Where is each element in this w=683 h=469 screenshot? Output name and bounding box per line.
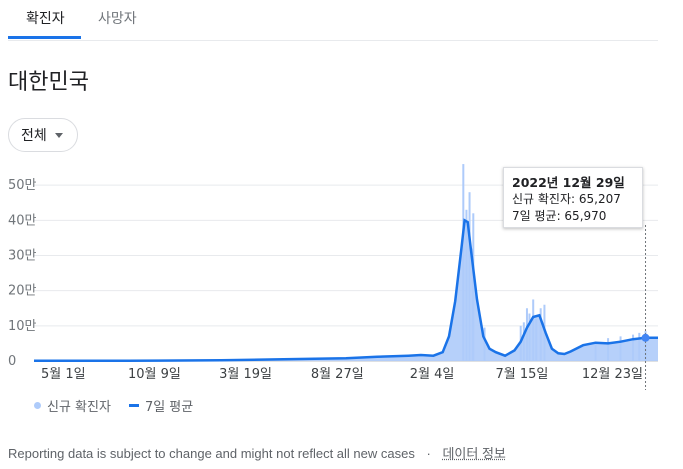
y-tick-label: 40만: [8, 213, 37, 228]
data-disclaimer: Reporting data is subject to change and …: [8, 446, 415, 461]
active-tab-indicator: [8, 36, 81, 39]
x-tick-label: 8월 27일: [311, 367, 364, 382]
y-tick-label: 0: [8, 354, 16, 369]
x-axis-labels: 5월 1일 10월 9일 3월 19일 8월 27일 2월 4일 7월 15일 12월 23…: [41, 367, 643, 382]
chevron-down-icon: [54, 132, 63, 138]
page-title: 대한민국: [8, 70, 89, 95]
average-area: [34, 220, 658, 361]
cases-chart: 0 10만 20만 30만 40만 50만 5월 1일 10월 9일 3월 19일 8월 27일…: [8, 164, 658, 390]
tab-deaths[interactable]: 사망자: [98, 11, 137, 27]
average-legend-marker: [128, 404, 139, 407]
y-tick-label: 30만: [8, 249, 37, 264]
tooltip-average: 7일 평균: 65,970: [512, 209, 607, 223]
average-line: [34, 218, 658, 363]
y-axis-labels: 0 10만 20만 30만 40만 50만: [8, 178, 37, 369]
tab-confirmed[interactable]: 확진자: [26, 11, 65, 27]
region-filter-dropdown[interactable]: 전체: [8, 118, 78, 152]
data-tooltip: 2022년 12월 29일 신규 확진자: 65,207 7일 평균: 65,9…: [503, 167, 643, 228]
x-tick-label: 3월 19일: [219, 367, 272, 382]
legend-average-label: 7일 평균: [144, 400, 194, 415]
y-tick-label: 10만: [8, 319, 37, 334]
x-tick-label: 12월 23일: [582, 367, 643, 382]
hover-point: [641, 333, 650, 342]
x-tick-label: 7월 15일: [496, 367, 549, 382]
tab-bar: 확진자 사망자: [8, 0, 658, 41]
tooltip-date: 2022년 12월 29일: [512, 175, 625, 190]
y-tick-label: 20만: [8, 284, 37, 299]
about-data-link[interactable]: 데이터 정보: [442, 446, 506, 461]
y-tick-label: 50만: [8, 178, 37, 193]
footer-separator: ·: [426, 446, 431, 461]
x-tick-label: 10월 9일: [128, 367, 181, 382]
chart-legend: 신규 확진자 7일 평균: [34, 396, 193, 415]
x-tick-label: 5월 1일: [41, 367, 86, 382]
legend-cases-label: 신규 확진자: [47, 400, 111, 415]
footer: Reporting data is subject to change and …: [8, 443, 506, 462]
x-tick-label: 2월 4일: [410, 367, 455, 382]
cases-legend-marker: [34, 402, 41, 409]
tooltip-cases: 신규 확진자: 65,207: [512, 192, 621, 206]
filter-selected-label: 전체: [21, 128, 47, 144]
